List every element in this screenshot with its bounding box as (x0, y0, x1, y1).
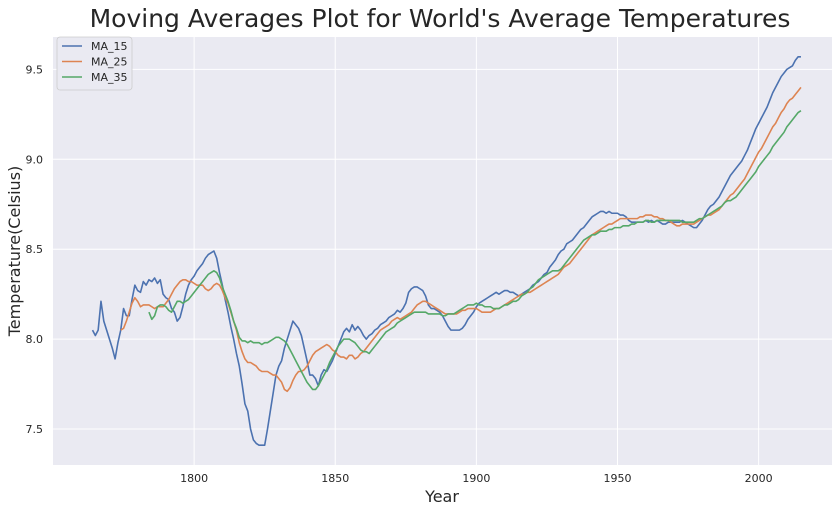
series-line-ma-35 (148, 110, 802, 391)
y-tick-label: 8.5 (26, 243, 44, 256)
x-tick-label: 1800 (180, 472, 208, 485)
y-tick-label: 9.5 (26, 63, 44, 76)
x-axis-label: Year (424, 487, 459, 506)
y-tick-label: 9.0 (26, 153, 44, 166)
grid-lines (53, 37, 832, 465)
x-tick-label: 1900 (462, 472, 490, 485)
legend-label-ma-25: MA_25 (91, 56, 128, 69)
y-tick-label: 7.5 (26, 423, 44, 436)
y-axis-label: Temperature(Celsius) (5, 166, 24, 338)
series-line-ma-15 (91, 55, 801, 447)
x-tick-label: 1850 (321, 472, 349, 485)
series-lines (91, 55, 802, 447)
x-tick-label: 1950 (603, 472, 631, 485)
y-tick-label: 8.0 (26, 333, 44, 346)
chart-title: Moving Averages Plot for World's Average… (90, 4, 791, 33)
legend-label-ma-35: MA_35 (91, 71, 128, 84)
x-tick-label: 2000 (745, 472, 773, 485)
legend: MA_15 MA_25 MA_35 (56, 36, 133, 91)
y-axis-ticks: 7.5 8.0 8.5 9.0 9.5 (26, 63, 44, 436)
x-axis-ticks: 1800 1850 1900 1950 2000 (180, 472, 772, 485)
legend-label-ma-15: MA_15 (91, 40, 128, 53)
plot-area (53, 37, 832, 465)
